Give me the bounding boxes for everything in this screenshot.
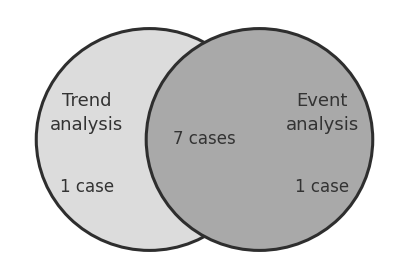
Ellipse shape — [146, 28, 373, 251]
Text: 1 case: 1 case — [60, 178, 114, 196]
Text: 7 cases: 7 cases — [173, 131, 236, 148]
Ellipse shape — [36, 28, 263, 251]
Text: Trend
analysis: Trend analysis — [50, 92, 124, 134]
Text: Event
analysis: Event analysis — [285, 92, 359, 134]
Text: 1 case: 1 case — [295, 178, 349, 196]
